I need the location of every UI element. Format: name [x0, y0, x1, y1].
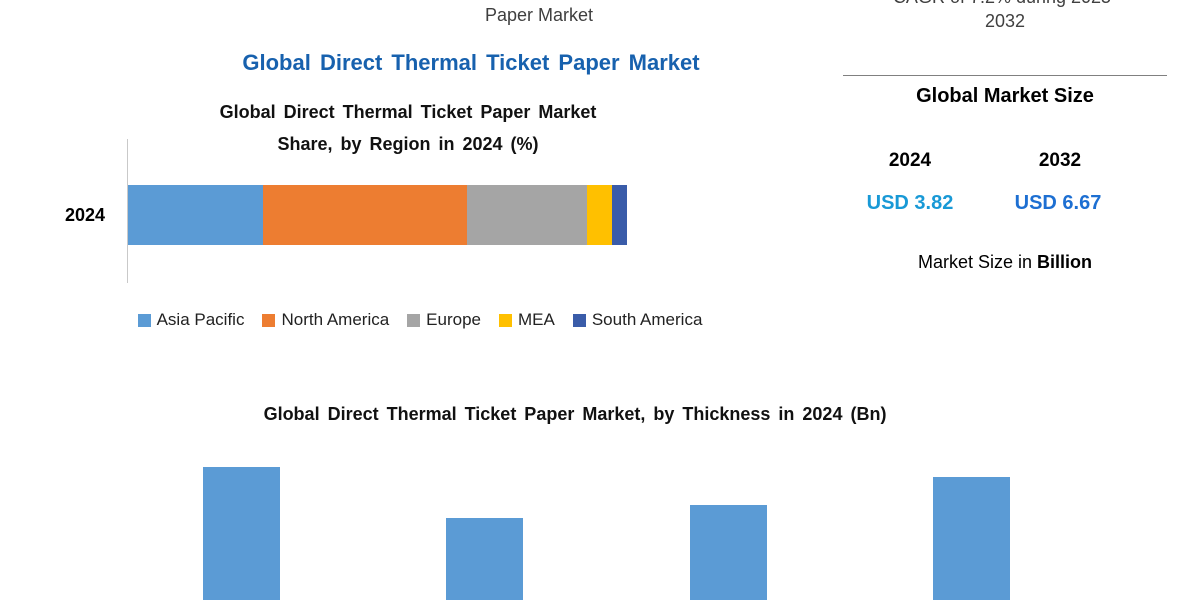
legend-swatch-mea — [499, 313, 512, 327]
category-label-2024: 2024 — [64, 205, 105, 225]
legend-swatch-europe — [407, 313, 421, 327]
legend-label-asia-pacific: Asia Pacific — [156, 310, 245, 329]
market-value-2024: USD 3.82 — [866, 192, 954, 214]
thickness-chart-title: Global Direct Thermal Ticket Paper Marke… — [263, 404, 887, 424]
legend-item-north-america: North America — [262, 310, 389, 330]
thickness-bar-4 — [932, 477, 1010, 600]
bar-segment-north-america — [262, 185, 468, 245]
legend-swatch-north-america — [262, 313, 276, 327]
bar-segment-europe — [467, 185, 588, 245]
legend-swatch-asia-pacific — [137, 313, 151, 327]
thickness-bar-2 — [446, 518, 524, 600]
cagr-text: CAGR of 7.2% during 2025- 2032 — [840, 0, 1170, 33]
legend-item-mea: MEA — [499, 310, 555, 330]
footnote-text: Market Size in — [917, 252, 1038, 272]
y-axis-line — [127, 139, 128, 283]
stacked-bar-2024 — [128, 185, 627, 245]
year-2024-label: 2024 — [888, 150, 932, 171]
panel-divider-line — [843, 75, 1167, 76]
market-size-heading: Global Market Size — [916, 85, 1094, 107]
market-value-2032: USD 6.67 — [1014, 192, 1102, 214]
bar-segment-south-america — [611, 185, 627, 245]
region-chart-title-line1: Global Direct Thermal Ticket Paper Marke… — [219, 102, 597, 122]
market-size-footnote: Market Size in Billion — [840, 252, 1170, 273]
thickness-bar-3 — [689, 505, 767, 600]
footnote-bold-text: Billion — [1037, 252, 1093, 272]
legend-item-europe: Europe — [407, 310, 481, 330]
page-title: Global Direct Thermal Ticket Paper Marke… — [242, 50, 700, 75]
bar-segment-asia-pacific — [128, 185, 263, 245]
region-chart-title: Global Direct Thermal Ticket Paper Marke… — [108, 96, 708, 160]
legend-label-mea: MEA — [518, 310, 555, 329]
page-subtitle: Paper Market — [484, 5, 594, 25]
legend-label-north-america: North America — [281, 310, 390, 329]
legend-label-europe: Europe — [426, 310, 481, 329]
thickness-chart-bars — [203, 460, 1010, 600]
thickness-bar-1 — [203, 467, 280, 600]
legend-item-south-america: South America — [572, 310, 703, 330]
legend-label-south-america: South America — [591, 310, 703, 329]
bar-segment-mea — [587, 185, 612, 245]
cagr-line2: 2032 — [984, 11, 1026, 31]
legend-item-asia-pacific: Asia Pacific — [137, 310, 245, 330]
legend-swatch-south-america — [572, 313, 586, 327]
region-chart-legend: Asia Pacific North America Europe MEA South … — [70, 310, 770, 330]
region-chart-title-line2: Share, by Region in 2024 (%) — [277, 134, 539, 154]
cagr-line1: CAGR of 7.2% during 2025- — [840, 0, 1170, 9]
year-2032-label: 2032 — [1038, 150, 1082, 171]
